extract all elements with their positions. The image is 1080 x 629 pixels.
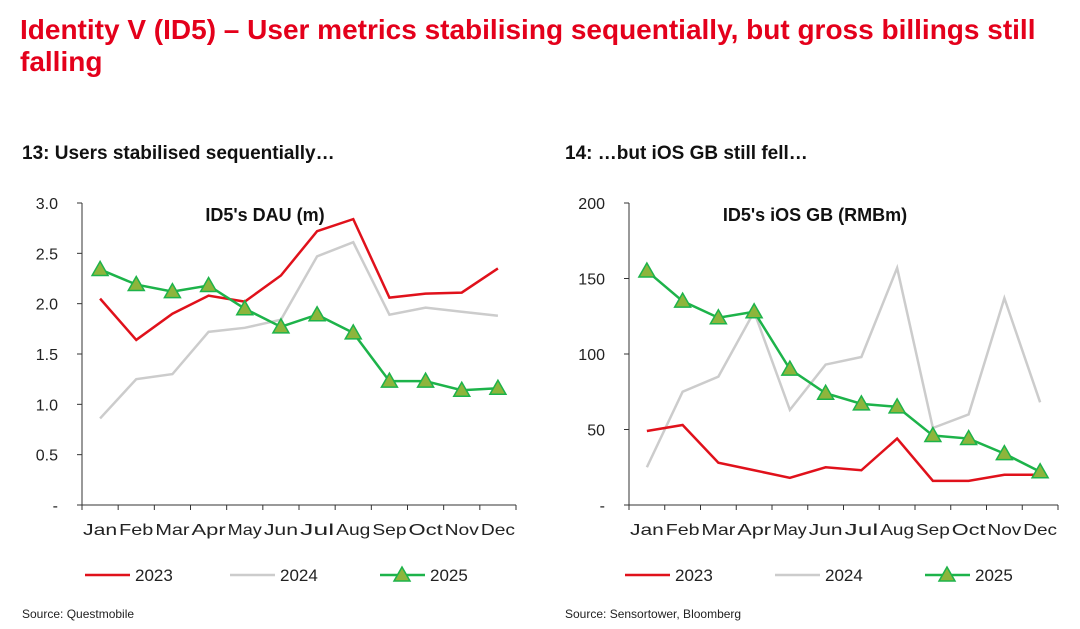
x-tick-label: Dec [481, 522, 515, 539]
y-tick-label: 150 [578, 272, 605, 289]
data-point-marker [163, 282, 182, 299]
y-tick-label: - [53, 498, 58, 515]
x-tick-label: Dec [1023, 522, 1057, 539]
x-tick-label: Mar [702, 522, 737, 539]
x-tick-label: Jan [630, 522, 664, 539]
data-point-marker [673, 291, 692, 308]
x-tick-label: Oct [952, 522, 987, 539]
data-point-marker [452, 380, 472, 397]
series-line-2023 [99, 217, 499, 342]
legend-label-2023: 2023 [675, 566, 713, 585]
data-point-marker [416, 371, 435, 388]
y-tick-label: 100 [578, 347, 605, 364]
source-left: Source: Questmobile [22, 607, 135, 621]
source-right: Source: Sensortower, Bloomberg [565, 607, 742, 621]
data-point-marker [488, 378, 508, 395]
legend-label-2024: 2024 [825, 566, 863, 585]
data-point-marker [1030, 462, 1050, 479]
data-point-marker [816, 383, 835, 401]
x-tick-label: Oct [409, 522, 444, 539]
data-point-marker [235, 299, 255, 316]
x-tick-label: Apr [192, 522, 227, 539]
data-point-marker [959, 429, 978, 446]
data-point-marker [852, 394, 871, 411]
chart-title: ID5's DAU (m) [205, 205, 324, 225]
y-tick-label: 200 [578, 196, 605, 213]
legend-label-2024: 2024 [280, 566, 318, 585]
chart-title: ID5's iOS GB (RMBm) [723, 205, 907, 225]
data-point-marker [887, 397, 907, 414]
y-tick-label: - [600, 498, 605, 515]
data-point-marker [343, 323, 363, 340]
x-tick-label: Aug [880, 522, 914, 539]
x-tick-label: Jan [83, 522, 117, 539]
data-point-marker [126, 275, 146, 292]
data-point-marker [709, 308, 728, 325]
legend-label-2025: 2025 [975, 566, 1013, 585]
data-point-marker [780, 359, 800, 376]
x-tick-label: Nov [445, 522, 479, 539]
x-tick-label: May [773, 522, 807, 539]
x-tick-label: Feb [666, 522, 700, 539]
data-point-marker [271, 317, 291, 334]
x-tick-label: Jun [809, 522, 843, 539]
chart-subtitle-left: 13: Users stabilised sequentially… [22, 143, 335, 164]
x-tick-label: Nov [988, 522, 1022, 539]
y-tick-label: 3.0 [36, 196, 58, 213]
chart-subtitle-right: 14: …but iOS GB still fell… [565, 143, 808, 164]
x-tick-label: Feb [119, 522, 153, 539]
x-tick-label: Jul [845, 522, 879, 539]
y-tick-label: 0.5 [36, 448, 58, 465]
page-title: Identity V (ID5) – User metrics stabilis… [20, 14, 1036, 77]
legend-label-2025: 2025 [430, 566, 468, 585]
y-tick-label: 1.0 [36, 397, 58, 414]
data-point-marker [380, 371, 399, 388]
data-point-marker [744, 302, 764, 319]
y-tick-label: 50 [587, 423, 605, 440]
x-tick-label: Mar [155, 522, 190, 539]
legend-marker-icon [937, 565, 957, 582]
x-tick-label: May [228, 522, 262, 539]
series-line-2024 [645, 263, 1042, 468]
series-line-2024 [99, 240, 499, 420]
data-point-marker [995, 444, 1014, 461]
x-tick-label: Aug [336, 522, 370, 539]
x-tick-label: Jun [264, 522, 298, 539]
series-line-2023 [646, 423, 1041, 483]
y-tick-label: 1.5 [36, 347, 58, 364]
legend-label-2023: 2023 [135, 566, 173, 585]
data-point-marker [307, 305, 327, 322]
x-tick-label: Jul [300, 522, 334, 539]
data-point-marker [199, 276, 218, 293]
x-tick-label: Apr [737, 522, 772, 539]
y-tick-label: 2.0 [36, 297, 58, 314]
data-point-marker [90, 259, 110, 277]
data-point-marker [637, 261, 657, 278]
x-tick-label: Sep [916, 522, 950, 539]
data-point-marker [923, 426, 943, 443]
y-tick-label: 2.5 [36, 246, 58, 263]
legend-marker-icon [392, 565, 412, 582]
x-tick-label: Sep [372, 522, 406, 539]
